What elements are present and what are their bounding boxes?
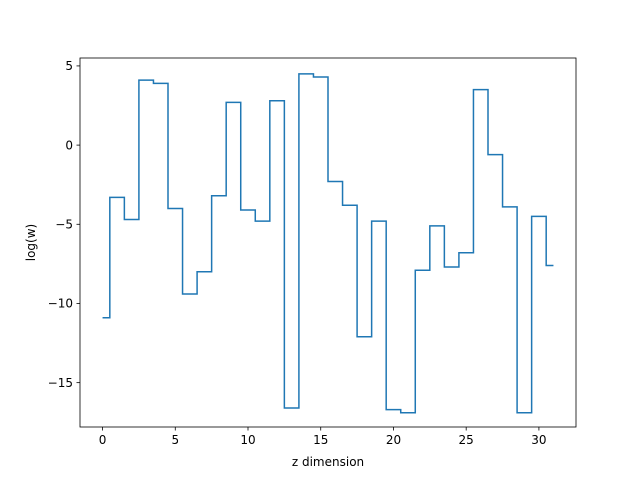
- x-tick-label: 10: [240, 433, 255, 447]
- y-tick-label: −5: [55, 217, 73, 231]
- series-layer: [102, 73, 554, 414]
- x-tick-label: 15: [313, 433, 328, 447]
- y-tick-label: −15: [48, 376, 73, 390]
- y-axis-label: log(w): [24, 224, 38, 261]
- x-tick-label: 0: [99, 433, 107, 447]
- plot-frame: [79, 57, 577, 428]
- x-tick-label: 25: [459, 433, 474, 447]
- y-tick-label: 5: [65, 59, 73, 73]
- x-axis-label: z dimension: [292, 455, 364, 469]
- series-line: [102, 73, 554, 414]
- x-axis-ticks: 0 5 10 15 20 25 30: [99, 427, 547, 447]
- x-tick-label: 5: [171, 433, 179, 447]
- y-tick-label: −10: [48, 297, 73, 311]
- y-axis-ticks: −15 −10 −5 0 5: [48, 59, 80, 390]
- y-tick-label: 0: [65, 138, 73, 152]
- x-tick-label: 30: [531, 433, 546, 447]
- x-tick-label: 20: [386, 433, 401, 447]
